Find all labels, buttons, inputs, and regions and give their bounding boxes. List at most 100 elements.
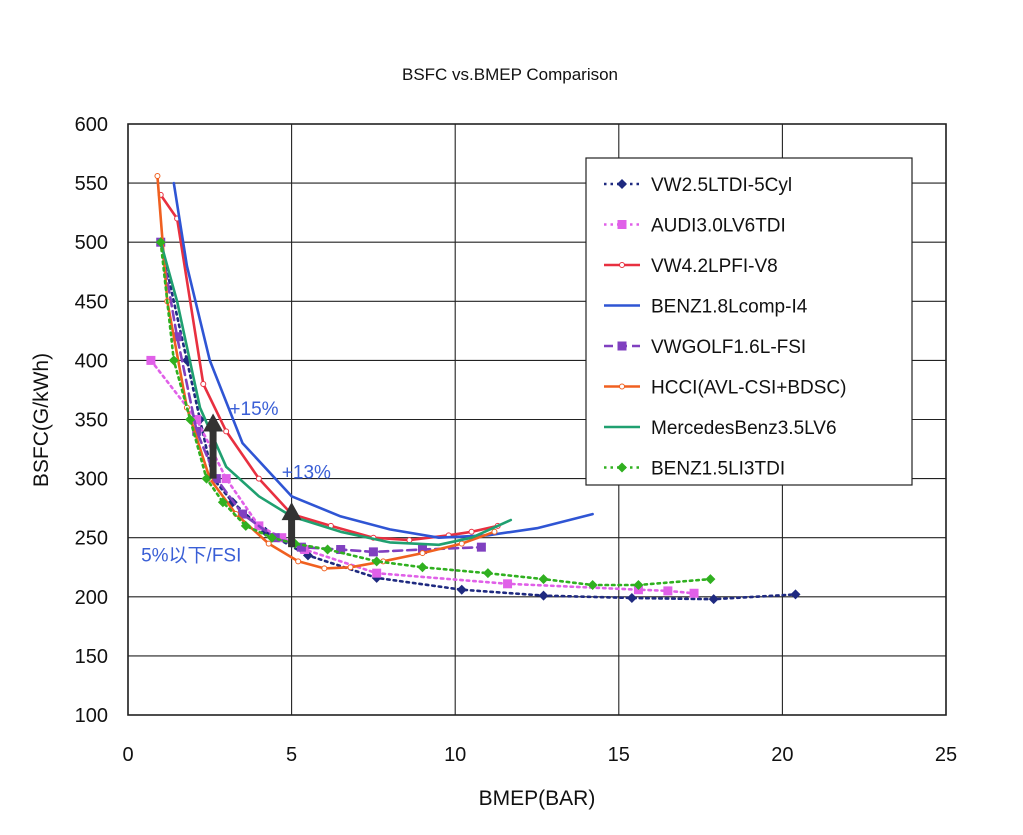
series-layer — [146, 173, 801, 605]
y-tick-label: 400 — [75, 350, 108, 372]
series-line — [172, 181, 594, 540]
legend-label: HCCI(AVL-CSI+BDSC) — [651, 378, 846, 399]
chart-title: BSFC vs.BMEP Comparison — [402, 65, 618, 84]
annotation-label: 5%以下/FSI — [141, 545, 241, 566]
x-tick-label: 15 — [608, 744, 630, 766]
series-line — [159, 193, 500, 542]
data-point — [296, 542, 306, 552]
x-tick-label: 5 — [286, 744, 297, 766]
legend-entry: BENZ1.5LI3TDI — [604, 459, 785, 480]
data-point — [538, 590, 549, 601]
data-point — [538, 574, 549, 585]
data-point — [146, 355, 156, 365]
arrow-layer — [203, 413, 302, 548]
data-point — [295, 558, 302, 565]
y-tick-label: 100 — [75, 705, 108, 727]
data-point — [476, 542, 486, 552]
legend-box — [585, 157, 913, 486]
data-point — [223, 428, 230, 435]
y-axis-label: BSFC(G/kWh) — [30, 353, 53, 487]
data-point — [491, 528, 498, 535]
data-point — [790, 589, 801, 600]
data-point — [708, 594, 719, 605]
data-point — [633, 579, 644, 590]
x-tick-label: 25 — [935, 744, 957, 766]
series-8 — [155, 237, 716, 590]
axis-ticks: 0 5 10 15 20 25 100 150 200 250 300 350 400 450 500 550… — [75, 114, 958, 766]
data-point — [255, 475, 262, 482]
data-point — [689, 588, 699, 598]
legend-label: MercedesBenz3.5LV6 — [651, 418, 837, 439]
data-point — [617, 179, 627, 189]
data-point — [482, 568, 493, 579]
data-point — [277, 533, 287, 543]
data-point — [619, 383, 625, 390]
data-point — [417, 545, 427, 555]
data-point — [372, 568, 382, 578]
y-tick-label: 200 — [75, 587, 108, 609]
data-point — [456, 584, 467, 595]
data-point — [168, 355, 179, 366]
data-point — [266, 532, 277, 543]
data-point — [617, 341, 627, 351]
series-3 — [157, 191, 501, 544]
data-point — [468, 528, 475, 535]
y-tick-label: 250 — [75, 528, 108, 550]
legend: VW2.5LTDI-5Cyl AUDI3.0LV6TDI VW4.2LPFI-V8 B… — [585, 157, 913, 486]
data-point — [321, 565, 328, 572]
data-point — [347, 564, 354, 571]
data-point — [322, 544, 333, 555]
legend-label: BENZ1.5LI3TDI — [651, 459, 785, 480]
data-point — [663, 586, 673, 596]
data-point — [419, 550, 426, 557]
x-tick-label: 0 — [122, 744, 133, 766]
data-point — [154, 173, 161, 180]
series-line — [159, 240, 513, 547]
y-tick-label: 550 — [75, 173, 108, 195]
data-point — [201, 473, 212, 484]
data-point — [192, 415, 202, 424]
data-point — [217, 497, 228, 508]
data-point — [336, 545, 346, 555]
data-point — [619, 262, 625, 268]
data-point — [458, 540, 465, 547]
data-point — [503, 579, 513, 589]
x-tick-label: 20 — [771, 744, 793, 766]
y-tick-label: 300 — [75, 469, 108, 491]
legend-label: AUDI3.0LV6TDI — [651, 216, 786, 237]
plot-area — [127, 123, 947, 716]
data-point — [172, 332, 182, 342]
data-point — [371, 556, 382, 567]
data-point — [155, 237, 166, 248]
data-point — [200, 381, 207, 388]
y-tick-label: 150 — [75, 646, 108, 668]
data-point — [265, 540, 272, 547]
legend-label: BENZ1.8Lcomp-I4 — [651, 297, 808, 318]
arrow-head — [281, 502, 302, 521]
data-point — [587, 579, 598, 590]
legend-label: VW4.2LPFI-V8 — [651, 256, 778, 277]
legend-entry: HCCI(AVL-CSI+BDSC) — [604, 378, 846, 399]
series-7 — [159, 240, 513, 547]
data-point — [185, 414, 196, 425]
y-tick-label: 450 — [75, 291, 108, 313]
data-point — [406, 537, 413, 544]
annotation-layer: +15% +13% 5%以下/FSI — [141, 399, 331, 567]
data-point — [417, 562, 428, 573]
x-axis-label: BMEP(BAR) — [479, 787, 596, 810]
arrow-head — [203, 413, 224, 432]
legend-entry: VW2.5LTDI-5Cyl — [604, 175, 792, 196]
data-point — [240, 520, 251, 531]
legend-label: VWGOLF1.6L-FSI — [651, 337, 806, 358]
legend-entry: VWGOLF1.6L-FSI — [604, 337, 806, 358]
legend-entry: MercedesBenz3.5LV6 — [604, 418, 837, 439]
data-point — [705, 574, 716, 585]
annotation-label: +15% — [229, 399, 278, 420]
legend-entry: VW4.2LPFI-V8 — [604, 256, 778, 277]
data-point — [192, 426, 202, 436]
y-tick-label: 600 — [75, 114, 108, 136]
series-4 — [172, 181, 594, 540]
y-tick-label: 500 — [75, 232, 108, 254]
data-point — [221, 474, 231, 484]
